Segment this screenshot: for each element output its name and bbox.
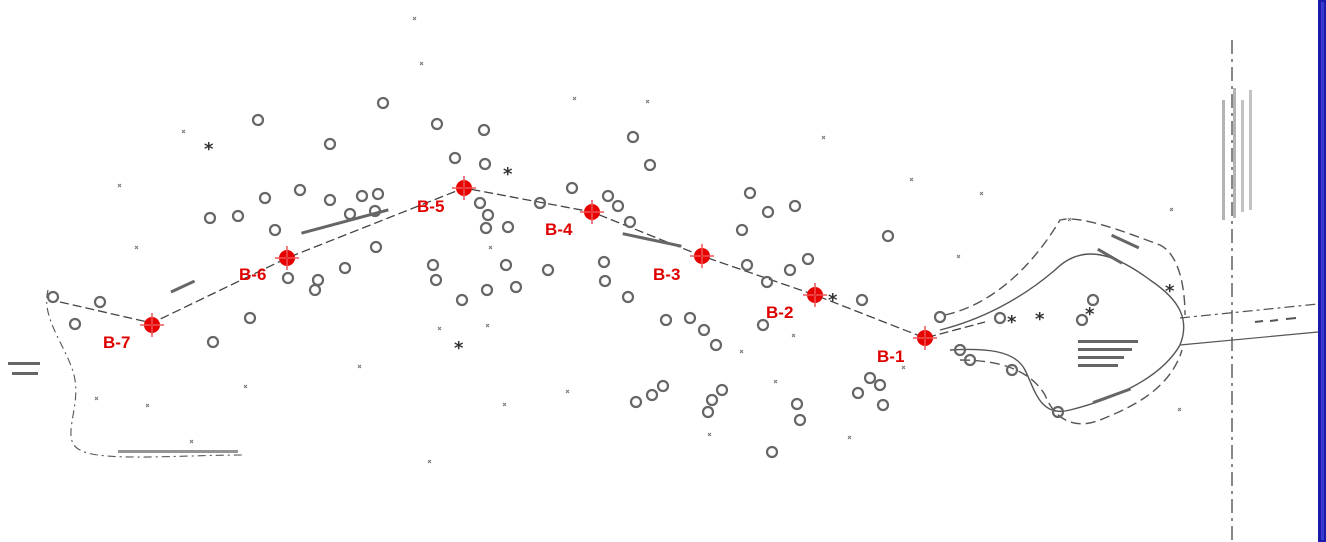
boring-markers [140,176,937,350]
vertical-road-note [1222,88,1252,220]
boring-label-b7: B-7 [103,333,130,352]
map-notes [8,208,1140,453]
conifer-symbols: * * * * * * * * [204,139,1175,359]
boring-marker-b2[interactable] [803,283,827,307]
boring-labels: B-1 B-2 B-3 B-4 B-5 B-6 B-7 [103,197,904,366]
svg-text:*: * [454,338,464,359]
boring-marker-b6[interactable] [275,246,299,270]
spot-elevations [94,16,1182,464]
driveway-loop [939,218,1186,425]
svg-text:*: * [1165,281,1175,302]
svg-text:*: * [1035,309,1045,330]
boring-marker-b5[interactable] [452,176,476,200]
boring-marker-b1[interactable] [913,326,937,350]
svg-text:*: * [503,164,513,185]
svg-text:*: * [204,139,214,160]
boring-marker-b3[interactable] [690,244,714,268]
boring-label-b3: B-3 [653,265,680,284]
boring-marker-b7[interactable] [140,313,164,337]
boring-label-b4: B-4 [545,220,573,239]
boring-label-b6: B-6 [239,265,266,284]
svg-text:*: * [828,290,838,311]
road-edges [1179,303,1319,346]
boring-marker-b4[interactable] [580,200,604,224]
left-boundary [46,289,246,458]
svg-text:*: * [1007,312,1017,333]
svg-text:*: * [1085,304,1095,325]
boring-label-b5: B-5 [417,197,444,216]
tree-symbols [46,96,1100,459]
boring-label-b1: B-1 [877,347,904,366]
boring-label-b2: B-2 [766,303,793,322]
